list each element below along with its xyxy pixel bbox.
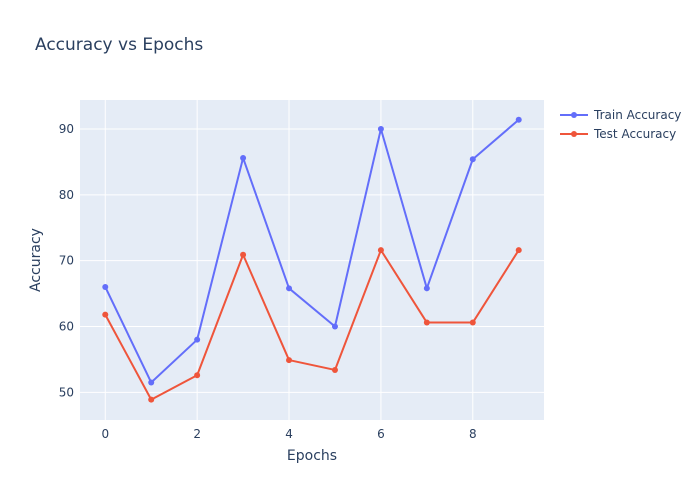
x-tick-label: 0 xyxy=(101,427,109,441)
train-accuracy-point xyxy=(469,156,476,163)
x-axis-title: Epochs xyxy=(287,448,337,464)
train-accuracy-point xyxy=(240,154,247,161)
x-tick-label: 8 xyxy=(469,427,477,441)
train-accuracy-point xyxy=(377,125,384,132)
train-accuracy-series xyxy=(102,116,522,386)
x-tick-label: 6 xyxy=(377,427,385,441)
test-accuracy-point xyxy=(286,357,293,364)
test-accuracy-point xyxy=(240,251,247,258)
test-accuracy-point xyxy=(377,247,384,254)
train-accuracy-point xyxy=(102,283,109,290)
grid-lines xyxy=(80,100,544,420)
legend-item-test-accuracy[interactable]: Test Accuracy xyxy=(560,127,676,141)
train-accuracy-point xyxy=(148,379,155,386)
legend-label: Test Accuracy xyxy=(593,127,676,141)
train-accuracy-line xyxy=(104,118,520,384)
test-accuracy-line xyxy=(104,249,520,401)
series-layer xyxy=(102,116,522,403)
y-tick-label: 80 xyxy=(59,188,74,202)
train-accuracy-point xyxy=(331,323,338,330)
legend: Train Accuracy Test Accuracy xyxy=(560,108,681,141)
test-accuracy-point xyxy=(423,319,430,326)
legend-swatch-marker xyxy=(571,112,577,118)
test-accuracy-point xyxy=(148,396,155,403)
legend-label: Train Accuracy xyxy=(593,108,681,122)
legend-swatch-marker xyxy=(571,131,577,137)
test-accuracy-point xyxy=(515,247,522,254)
y-tick-label: 70 xyxy=(59,254,74,268)
y-tick-label: 60 xyxy=(59,320,74,334)
test-accuracy-series xyxy=(102,247,522,403)
test-accuracy-point xyxy=(194,372,201,379)
test-accuracy-point xyxy=(102,311,109,318)
y-tick-label: 50 xyxy=(59,385,74,399)
test-accuracy-point xyxy=(331,366,338,373)
train-accuracy-point xyxy=(423,285,430,292)
x-tick-label: 2 xyxy=(193,427,201,441)
x-tick-label: 4 xyxy=(285,427,293,441)
test-accuracy-point xyxy=(469,319,476,326)
legend-item-train-accuracy[interactable]: Train Accuracy xyxy=(560,108,681,122)
train-accuracy-point xyxy=(515,116,522,123)
train-accuracy-point xyxy=(286,285,293,292)
plot-area xyxy=(80,100,544,420)
tick-labels: 0 2 4 6 8 50 60 70 80 90 xyxy=(59,122,477,441)
y-axis-title: Accuracy xyxy=(28,228,44,292)
train-accuracy-point xyxy=(194,336,201,343)
chart-title: Accuracy vs Epochs xyxy=(35,35,203,55)
y-tick-label: 90 xyxy=(59,122,74,136)
